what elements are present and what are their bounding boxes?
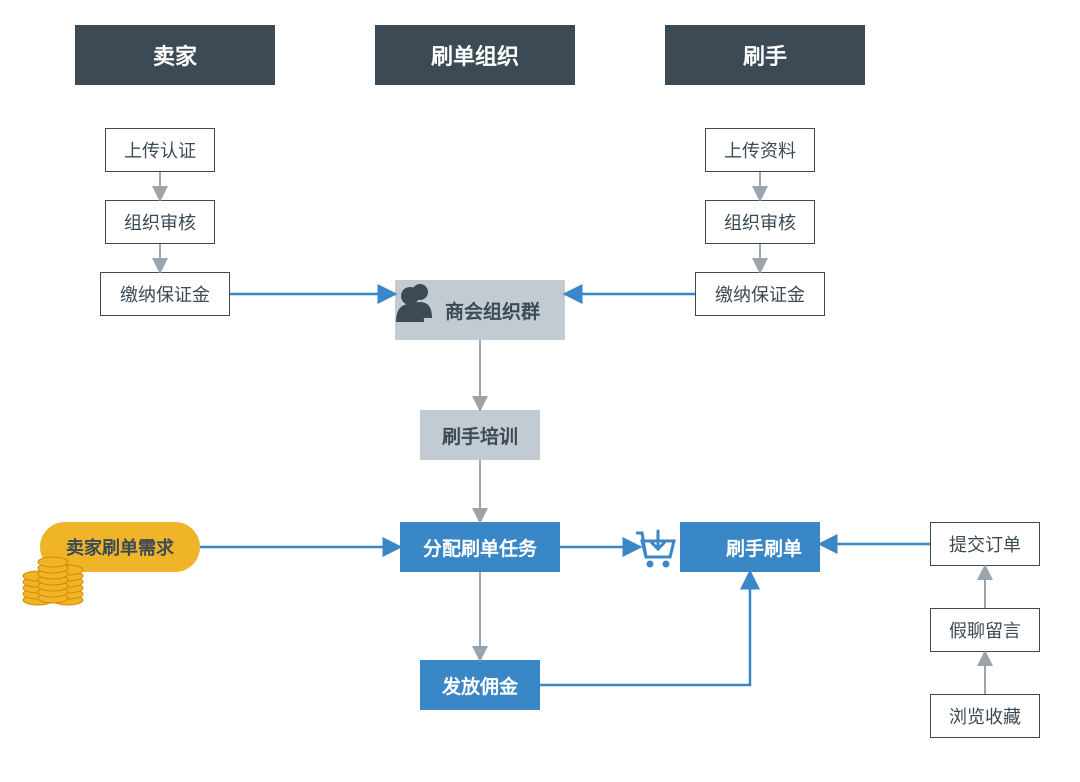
node-r2: 假聊留言 <box>930 608 1040 652</box>
node-r1: 提交订单 <box>930 522 1040 566</box>
node-label: 上传认证 <box>124 137 196 163</box>
node-label: 刷手刷单 <box>726 534 802 561</box>
node-s2: 组织审核 <box>105 200 215 244</box>
cart-icon <box>636 531 674 568</box>
node-label: 组织审核 <box>724 209 796 235</box>
node-hdr_brusher: 刷手 <box>665 25 865 85</box>
node-b1: 上传资料 <box>705 128 815 172</box>
node-label: 商会组织群 <box>445 297 540 324</box>
node-label: 上传资料 <box>724 137 796 163</box>
node-hdr_seller: 卖家 <box>75 25 275 85</box>
node-pay: 发放佣金 <box>420 660 540 710</box>
node-do_order: 刷手刷单 <box>680 522 820 572</box>
node-label: 提交订单 <box>949 531 1021 557</box>
node-label: 分配刷单任务 <box>423 534 537 561</box>
edge-pay-do_order <box>540 572 750 685</box>
node-s3: 缴纳保证金 <box>100 272 230 316</box>
node-label: 缴纳保证金 <box>120 281 210 307</box>
node-label: 发放佣金 <box>442 672 518 699</box>
node-r3: 浏览收藏 <box>930 694 1040 738</box>
node-label: 组织审核 <box>124 209 196 235</box>
node-train: 刷手培训 <box>420 410 540 460</box>
node-label: 刷手 <box>743 39 787 71</box>
node-group: 商会组织群 <box>395 280 565 340</box>
node-b2: 组织审核 <box>705 200 815 244</box>
node-label: 卖家刷单需求 <box>66 534 174 560</box>
node-s1: 上传认证 <box>105 128 215 172</box>
flowchart-canvas: 卖家 刷单组织 刷手上传认证组织审核缴纳保证金 上传资料组织审核缴纳保证金商会组织群刷… <box>0 0 1080 782</box>
node-label: 卖家 <box>153 39 197 71</box>
node-label: 刷单组织 <box>431 39 519 71</box>
node-label: 缴纳保证金 <box>715 281 805 307</box>
node-assign: 分配刷单任务 <box>400 522 560 572</box>
node-label: 刷手培训 <box>442 422 518 449</box>
node-label: 浏览收藏 <box>949 703 1021 729</box>
node-b3: 缴纳保证金 <box>695 272 825 316</box>
node-hdr_org: 刷单组织 <box>375 25 575 85</box>
node-label: 假聊留言 <box>949 617 1021 643</box>
node-demand: 卖家刷单需求 <box>40 522 200 572</box>
